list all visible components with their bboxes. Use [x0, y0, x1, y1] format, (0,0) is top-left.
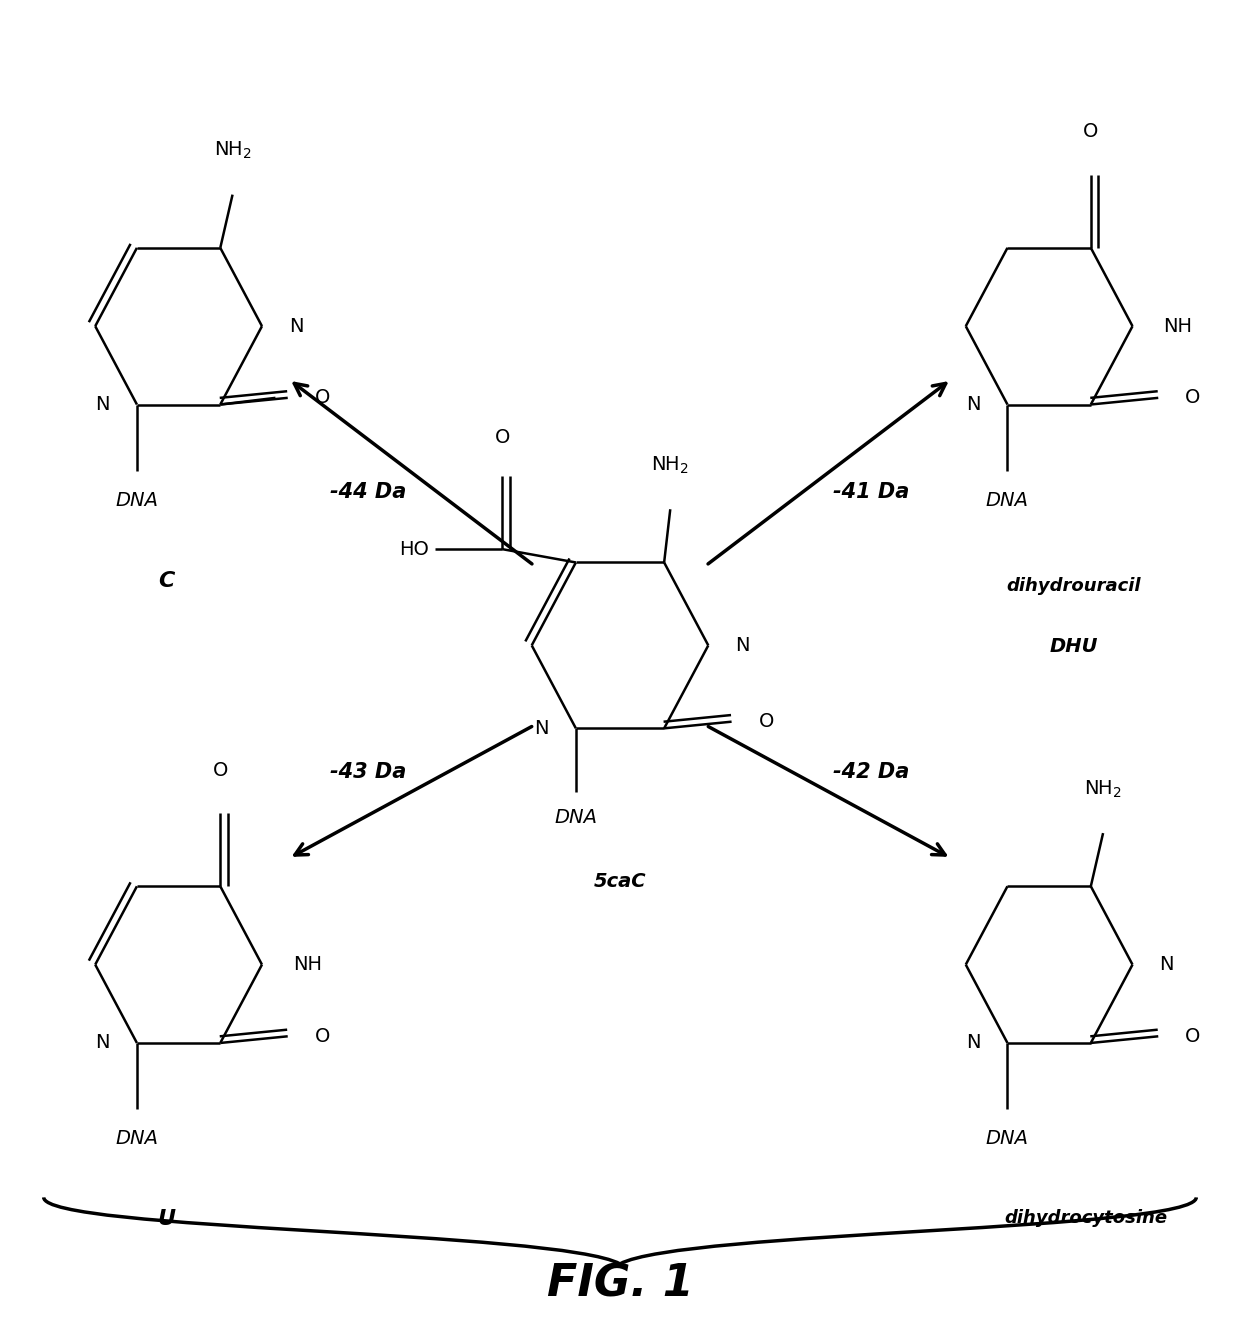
- Text: NH$_2$: NH$_2$: [213, 140, 252, 161]
- Text: 5caC: 5caC: [594, 872, 646, 891]
- Text: DHU: DHU: [1049, 637, 1097, 656]
- Text: HO: HO: [399, 540, 429, 559]
- Text: -43 Da: -43 Da: [330, 762, 407, 782]
- Text: N: N: [1159, 956, 1174, 974]
- Text: N: N: [966, 395, 981, 414]
- Text: NH: NH: [293, 956, 321, 974]
- Text: O: O: [315, 1027, 330, 1046]
- Text: N: N: [534, 719, 549, 738]
- Text: DNA: DNA: [115, 491, 159, 509]
- Text: N: N: [95, 1034, 110, 1052]
- Text: -41 Da: -41 Da: [833, 482, 910, 503]
- Text: DNA: DNA: [554, 808, 598, 827]
- Text: dihydrouracil: dihydrouracil: [1007, 578, 1141, 595]
- Text: -42 Da: -42 Da: [833, 762, 910, 782]
- Text: NH: NH: [1163, 317, 1192, 336]
- Text: N: N: [289, 317, 304, 336]
- Text: -44 Da: -44 Da: [330, 482, 407, 503]
- Text: NH$_2$: NH$_2$: [651, 454, 689, 476]
- Text: O: O: [1185, 1027, 1200, 1046]
- Text: N: N: [95, 395, 110, 414]
- Text: C: C: [159, 571, 175, 591]
- Text: DNA: DNA: [986, 491, 1029, 509]
- Text: N: N: [966, 1034, 981, 1052]
- Text: dihydrocytosine: dihydrocytosine: [1004, 1210, 1168, 1227]
- Text: O: O: [315, 388, 330, 407]
- Text: O: O: [1083, 122, 1099, 141]
- Text: O: O: [495, 427, 510, 446]
- Text: FIG. 1: FIG. 1: [547, 1262, 693, 1305]
- Text: DNA: DNA: [986, 1129, 1029, 1148]
- Text: DNA: DNA: [115, 1129, 159, 1148]
- Text: O: O: [212, 761, 228, 780]
- Text: N: N: [735, 636, 750, 655]
- Text: O: O: [1185, 388, 1200, 407]
- Text: NH$_2$: NH$_2$: [1084, 778, 1122, 800]
- Text: U: U: [157, 1210, 175, 1230]
- Text: O: O: [759, 712, 774, 731]
